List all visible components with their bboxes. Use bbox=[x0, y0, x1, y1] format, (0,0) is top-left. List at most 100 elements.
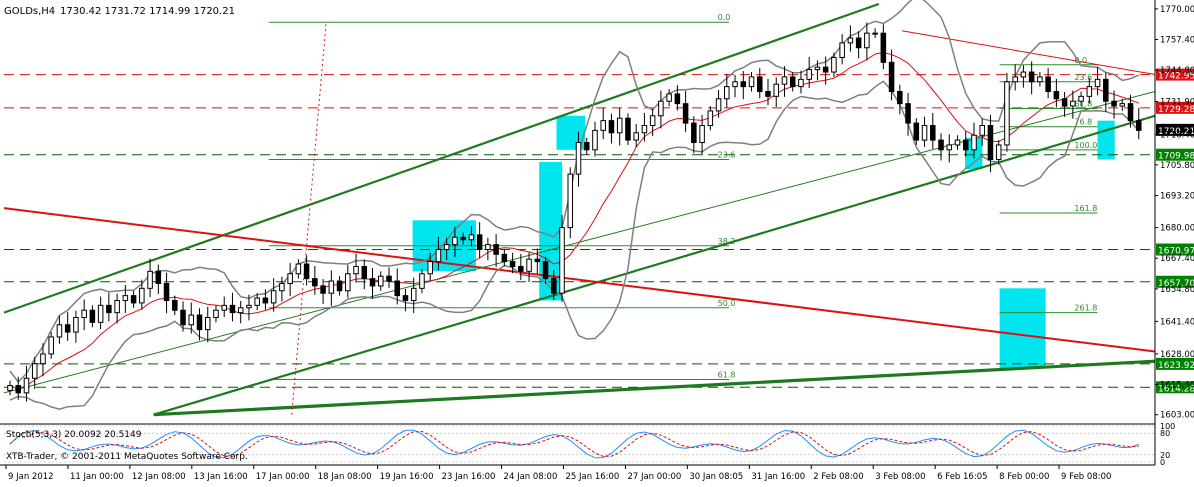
x-tick-label: 3 Feb 08:00 bbox=[875, 472, 925, 482]
y-tick-label: 1705.80 bbox=[1160, 161, 1194, 171]
candle-body bbox=[410, 287, 417, 301]
candle-body bbox=[756, 76, 763, 92]
candle-body bbox=[295, 263, 302, 275]
candle-body bbox=[419, 273, 425, 289]
candle-body bbox=[443, 244, 450, 250]
ohlc-values: 1730.42 1731.72 1714.99 1720.21 bbox=[60, 6, 235, 17]
y-tick-label: 1654.80 bbox=[1160, 285, 1194, 295]
highlight-box bbox=[1097, 120, 1115, 160]
candle-body bbox=[592, 129, 598, 151]
channel-lower-line bbox=[153, 114, 1156, 416]
candle-body bbox=[452, 236, 458, 246]
candle-body bbox=[312, 278, 318, 287]
candle-body bbox=[954, 139, 961, 146]
stoch-main-line bbox=[9, 429, 1139, 459]
candle-body bbox=[493, 244, 499, 255]
fibo-label: 61.8 bbox=[718, 370, 736, 379]
candle-body bbox=[649, 115, 656, 127]
candle-body bbox=[155, 270, 162, 284]
candle-body bbox=[163, 282, 170, 301]
y-tick-label: 1628.00 bbox=[1160, 350, 1194, 360]
candle-body bbox=[180, 309, 186, 326]
candle-body bbox=[369, 278, 376, 287]
red-downtrend-line bbox=[3, 207, 1156, 353]
candle-body bbox=[386, 275, 392, 282]
candle-body bbox=[1053, 90, 1060, 100]
fibo-label: 76.8 bbox=[1074, 118, 1092, 127]
horizontal-levels: 1742.95 1729.28 1720.21 1709.98 1670.97 1657.… bbox=[4, 68, 1194, 394]
candle-body bbox=[1012, 76, 1018, 83]
fibo-label: 261.8 bbox=[1074, 304, 1097, 313]
candle-body bbox=[658, 100, 664, 117]
candle-body bbox=[798, 78, 804, 88]
y-tick-label: 1667.40 bbox=[1160, 254, 1194, 264]
candle-body bbox=[806, 69, 812, 80]
bollinger-upper bbox=[9, 0, 1140, 384]
candle-body bbox=[56, 324, 63, 338]
x-tick-label: 27 Jan 00:00 bbox=[627, 472, 681, 482]
bollinger-lower bbox=[9, 80, 1140, 410]
x-tick-label: 18 Jan 08:00 bbox=[318, 472, 372, 482]
time-axis: 9 Jan 2012 11 Jan 00:00 12 Jan 08:00 13 Jan… bbox=[0, 464, 1155, 482]
y-tick-label: 1770.00 bbox=[1160, 5, 1194, 15]
candle-body bbox=[139, 287, 145, 304]
price-badge bbox=[1156, 123, 1194, 136]
candle-body bbox=[946, 144, 953, 151]
candle-body bbox=[715, 98, 722, 112]
candle-body bbox=[971, 134, 977, 151]
candle-body bbox=[7, 385, 13, 391]
price-badge bbox=[1156, 101, 1194, 114]
candle-body bbox=[682, 103, 689, 124]
candle-body bbox=[559, 227, 565, 294]
candle-body bbox=[1086, 86, 1093, 97]
x-tick-label: 6 Feb 16:05 bbox=[937, 472, 987, 482]
candle-body bbox=[921, 125, 928, 141]
candle-body bbox=[89, 309, 96, 323]
candle-body bbox=[73, 317, 79, 333]
candle-body bbox=[97, 304, 104, 323]
candle-body bbox=[122, 295, 129, 301]
fibo-label: 161.8 bbox=[1074, 204, 1097, 213]
candle-body bbox=[279, 282, 285, 292]
candle-body bbox=[732, 81, 738, 88]
candle-body bbox=[287, 273, 293, 284]
candle-body bbox=[1078, 95, 1084, 102]
price-badge bbox=[1156, 68, 1194, 81]
candle-body bbox=[699, 125, 705, 144]
x-tick-label: 11 Jan 00:00 bbox=[70, 472, 124, 482]
candle-body bbox=[1070, 100, 1076, 107]
y-tick-label: 1744.80 bbox=[1160, 66, 1194, 76]
bollinger-middle bbox=[9, 51, 1139, 390]
price-badge bbox=[1156, 243, 1194, 256]
candle-body bbox=[501, 253, 508, 263]
candle-body bbox=[48, 336, 54, 355]
candle-body bbox=[1127, 103, 1134, 122]
price-axis: 1770.00 1757.40 1744.80 1731.90 1718.40 1705.… bbox=[0, 0, 1194, 465]
candle-body bbox=[476, 234, 483, 250]
candle-body bbox=[748, 76, 755, 88]
x-tick-label: 2 Feb 08:00 bbox=[813, 472, 863, 482]
candle-body bbox=[724, 86, 730, 100]
candle-body bbox=[320, 285, 326, 294]
stochastic-label: Stoch(5,3,3) 20.0092 20.5149 bbox=[6, 430, 142, 440]
candle-body bbox=[509, 261, 516, 267]
candle-body bbox=[855, 37, 862, 49]
candle-body bbox=[1037, 76, 1043, 83]
candle-body bbox=[1004, 81, 1010, 146]
x-tick-label: 9 Feb 08:00 bbox=[1061, 472, 1111, 482]
candle-body bbox=[1111, 100, 1117, 107]
price-badge-label: 1720.21 bbox=[1158, 127, 1194, 137]
candle-body bbox=[938, 139, 944, 151]
candle-body bbox=[814, 66, 821, 71]
candle-body bbox=[114, 299, 120, 314]
candle-body bbox=[773, 83, 780, 97]
x-tick-label: 25 Jan 16:00 bbox=[566, 472, 620, 482]
candle-body bbox=[905, 103, 911, 124]
x-tick-label: 8 Feb 00:00 bbox=[999, 472, 1049, 482]
highlight-box bbox=[999, 288, 1046, 369]
price-badge-label: 1670.97 bbox=[1158, 247, 1194, 257]
candle-body bbox=[1094, 78, 1101, 88]
